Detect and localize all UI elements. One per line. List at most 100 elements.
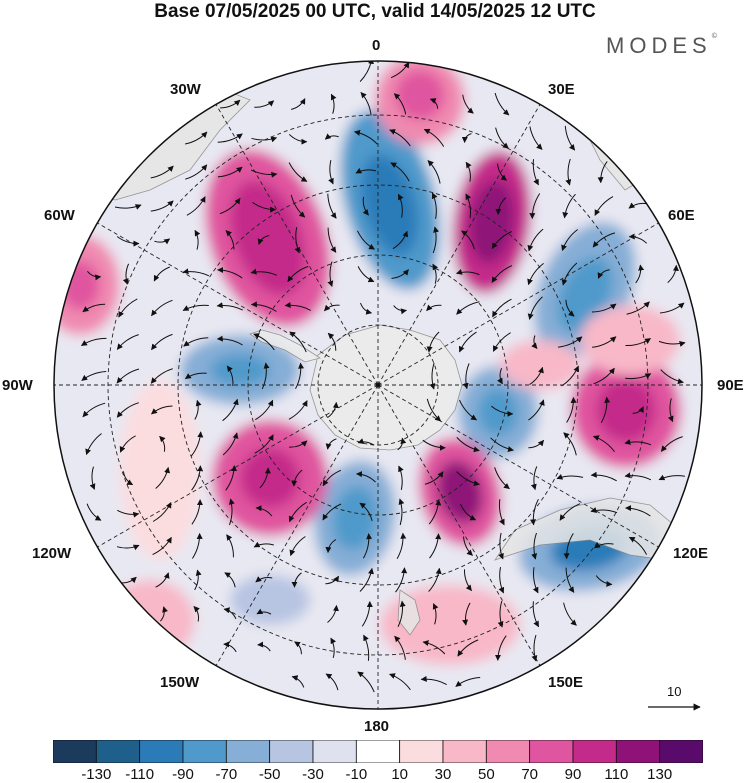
- wind-vector: [290, 194, 306, 218]
- wind-vector: [628, 202, 648, 209]
- anomaly-blob: [230, 180, 306, 296]
- wind-vector: [327, 332, 337, 351]
- wind-vector: [327, 193, 337, 219]
- wind-vector: [625, 373, 652, 380]
- anomaly-blob: [210, 354, 270, 386]
- label-lon-30e: 30E: [548, 81, 575, 98]
- wind-vector: [250, 169, 278, 178]
- colorbar-tick-label: -110: [125, 766, 155, 783]
- wind-vector: [624, 472, 652, 481]
- reference-vector-label: 10: [667, 684, 682, 699]
- wind-vector: [495, 127, 509, 149]
- anomaly-blob: [469, 180, 515, 264]
- colorbar-tick-label: -30: [302, 766, 324, 783]
- wind-vector: [327, 261, 334, 287]
- wind-vector: [223, 607, 237, 620]
- wind-vector: [565, 158, 572, 186]
- wind-vector: [432, 263, 439, 284]
- wind-vector: [397, 193, 404, 218]
- wind-vector: [497, 367, 503, 385]
- wind-vector: [393, 93, 407, 115]
- wind-vector: [85, 433, 102, 456]
- wind-vector: [362, 196, 369, 216]
- wind-vector: [363, 634, 370, 661]
- wind-vector: [527, 228, 544, 252]
- wind-vector: [261, 362, 270, 390]
- label-lon-60e: 60E: [668, 207, 695, 224]
- wind-vector: [291, 572, 302, 588]
- wind-vector: [184, 372, 207, 380]
- wind-vector: [122, 471, 134, 486]
- wind-vector: [328, 159, 334, 185]
- wind-vector: [530, 466, 538, 491]
- wind-vector: [494, 467, 510, 490]
- wind-vector: [667, 398, 674, 423]
- label-lon-0: 0: [372, 37, 381, 54]
- wind-vector: [357, 671, 375, 693]
- anomaly-blob: [60, 260, 100, 310]
- wind-vector: [527, 263, 544, 286]
- wind-vector: [289, 536, 306, 557]
- colorbar-tick-label: 90: [564, 766, 582, 783]
- wind-vector: [495, 197, 507, 215]
- wind-vector: [397, 437, 407, 451]
- wind-vector: [295, 362, 305, 390]
- wind-vector: [492, 298, 512, 318]
- wind-vector: [660, 369, 684, 385]
- map-boundary: [53, 60, 703, 710]
- wind-vector: [426, 304, 442, 312]
- wind-vector: [325, 539, 337, 554]
- colorbar-tick-label: -130: [81, 766, 112, 783]
- wind-vector: [288, 501, 307, 523]
- wind-vector: [456, 269, 480, 276]
- wind-vector: [427, 160, 441, 184]
- wind-vector: [529, 193, 541, 220]
- wind-vector: [186, 196, 206, 216]
- colorbar-swatch: [615, 740, 661, 763]
- label-lon-30w: 30W: [170, 81, 201, 98]
- anomaly-blob: [361, 154, 419, 256]
- wind-vector: [556, 473, 584, 480]
- wind-vector: [359, 502, 373, 522]
- wind-vector: [193, 606, 200, 622]
- wind-vector: [151, 405, 173, 415]
- wind-vector: [289, 440, 308, 448]
- wind-vector: [217, 166, 243, 178]
- wind-vector: [185, 131, 208, 145]
- anomaly-blob: [596, 378, 656, 442]
- wind-vector: [87, 270, 102, 281]
- wind-vector: [590, 507, 618, 514]
- wind-vector: [592, 232, 616, 248]
- anomaly-blob: [240, 448, 300, 508]
- wind-vector: [432, 226, 439, 254]
- wind-vector: [628, 233, 648, 244]
- parallel-line: [177, 184, 579, 586]
- meridian-line: [377, 104, 541, 386]
- wind-vector: [624, 439, 652, 446]
- wind-vector: [324, 133, 339, 140]
- wind-vector: [254, 100, 275, 108]
- wind-vector: [250, 268, 278, 276]
- wind-vector: [255, 399, 274, 421]
- wind-vector: [191, 499, 203, 525]
- wind-vector: [284, 302, 312, 311]
- wind-vector: [216, 335, 243, 346]
- label-lon-150e: 150E: [548, 674, 584, 691]
- wind-vector: [253, 541, 274, 548]
- wind-vector: [116, 544, 140, 551]
- wind-vector: [254, 434, 274, 454]
- wind-vector: [456, 301, 480, 315]
- anomaly-blob: [478, 388, 518, 436]
- wind-vector: [194, 399, 202, 420]
- wind-vector: [290, 98, 306, 110]
- wind-vector: [185, 164, 208, 180]
- wind-vector: [224, 572, 236, 588]
- chart-title: Base 07/05/2025 00 UTC, valid 14/05/2025…: [154, 1, 596, 22]
- wind-vector: [357, 438, 375, 446]
- modes-logo: MODES©: [606, 33, 717, 59]
- wind-vector: [152, 536, 172, 556]
- wind-vector: [160, 606, 168, 622]
- wind-vector: [153, 266, 170, 282]
- wind-vector: [420, 675, 447, 686]
- wind-vector: [455, 677, 481, 687]
